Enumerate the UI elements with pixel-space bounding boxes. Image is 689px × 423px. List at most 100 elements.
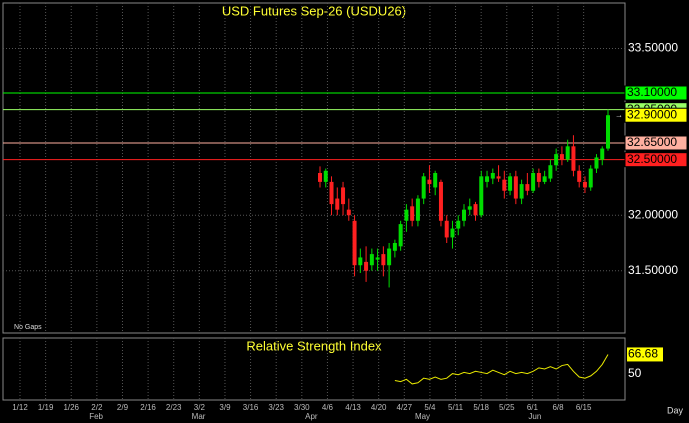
- x-tick-label: 1/12: [12, 403, 28, 412]
- candle-body: [410, 206, 415, 221]
- x-tick-label: 2/16: [140, 403, 156, 412]
- candle-body: [427, 179, 432, 185]
- candle-body: [559, 154, 564, 160]
- candle-body: [571, 146, 576, 171]
- rsi-line: [394, 354, 609, 385]
- candle-body: [600, 148, 605, 160]
- candle-body: [513, 176, 518, 199]
- candle-body: [346, 209, 351, 216]
- candle-body: [398, 224, 403, 247]
- level-label: 32.65000: [627, 135, 677, 149]
- x-tick-label: 1/26: [63, 403, 79, 412]
- candle-body: [404, 209, 409, 221]
- candle-body: [479, 176, 484, 216]
- rsi-panel: [2, 337, 626, 401]
- y-tick-label: 32.00000: [628, 207, 678, 221]
- x-tick-label: 2/2: [91, 403, 103, 412]
- candle-body: [444, 220, 449, 238]
- gap-note: No Gaps: [14, 324, 42, 331]
- candle-body: [381, 254, 386, 266]
- candle-body: [531, 173, 536, 191]
- x-tick-label: 3/23: [268, 403, 284, 412]
- candle-body: [485, 176, 490, 182]
- x-tick-label: 3/30: [294, 403, 310, 412]
- candle-body: [456, 220, 461, 229]
- month-label: Jun: [528, 412, 541, 421]
- candle-body: [508, 176, 513, 191]
- rsi-title: Relative Strength Index: [246, 338, 382, 353]
- x-tick-label: 4/6: [322, 403, 334, 412]
- candle-body: [450, 228, 455, 238]
- candle-body: [519, 184, 524, 199]
- candle-body: [352, 220, 357, 266]
- candle-body: [577, 170, 582, 182]
- candle-body: [462, 209, 466, 221]
- price-panel: [2, 2, 626, 334]
- candle-body: [335, 198, 340, 210]
- candle-body: [536, 173, 541, 182]
- rsi-tick-label: 50: [628, 366, 642, 380]
- candle-body: [525, 184, 530, 191]
- candle-body: [415, 198, 420, 221]
- candle-body: [542, 176, 547, 182]
- x-tick-label: 5/25: [499, 403, 515, 412]
- candle-body: [473, 204, 478, 216]
- candle-body: [502, 179, 507, 191]
- x-tick-label: 2/23: [166, 403, 182, 412]
- candle-body: [490, 173, 495, 179]
- candle-body: [358, 257, 363, 266]
- level-label: 33.10000: [627, 85, 677, 99]
- x-tick-label: 5/4: [424, 403, 436, 412]
- candle-body: [421, 176, 426, 199]
- y-tick-label: 33.50000: [628, 41, 678, 55]
- x-tick-label: 6/1: [527, 403, 539, 412]
- candle-body: [606, 115, 610, 149]
- level-label: 32.50000: [627, 152, 677, 166]
- month-label: Apr: [305, 412, 318, 421]
- last-arrow: →: [615, 110, 623, 119]
- level-box: [624, 85, 688, 101]
- x-tick-label: 3/2: [194, 403, 206, 412]
- x-tick-label: 4/20: [371, 403, 387, 412]
- x-tick-label: 2/9: [117, 403, 129, 412]
- candle-body: [392, 243, 397, 251]
- candle-body: [387, 248, 392, 266]
- candle-body: [588, 168, 593, 188]
- y-tick-label: 31.50000: [628, 263, 678, 277]
- x-tick-label: 3/16: [243, 403, 259, 412]
- level-box: [624, 152, 688, 168]
- candle-body: [548, 165, 553, 179]
- x-tick-label: 4/27: [397, 403, 413, 412]
- month-label: Feb: [89, 412, 103, 421]
- candle-body: [582, 181, 587, 188]
- candle-body: [369, 254, 374, 266]
- last-price-label: 32.90000: [627, 107, 677, 121]
- chart-title: USD Futures Sep-26 (USDU26): [222, 3, 406, 18]
- x-tick-label: 4/13: [345, 403, 361, 412]
- x-tick-label: 5/18: [473, 403, 489, 412]
- candle-body: [364, 261, 369, 271]
- x-tick-label: 5/11: [448, 403, 464, 412]
- x-unit: Day: [667, 405, 684, 415]
- level-box: [624, 135, 688, 151]
- candle-body: [565, 146, 570, 160]
- candle-body: [594, 157, 599, 169]
- candle-body: [375, 257, 380, 260]
- candle-body: [438, 181, 443, 221]
- x-tick-label: 6/15: [576, 403, 592, 412]
- x-tick-label: 6/8: [552, 403, 564, 412]
- candle-body: [496, 176, 501, 179]
- rsi-last-box: [627, 347, 663, 362]
- candle-body: [467, 206, 472, 210]
- candle-body: [341, 187, 346, 205]
- x-tick-label: 3/9: [219, 403, 231, 412]
- candle-body: [554, 154, 559, 166]
- rsi-last-label: 66.68: [628, 347, 658, 361]
- month-label: May: [415, 412, 430, 421]
- candle-body: [329, 181, 334, 205]
- candle-body: [318, 173, 322, 182]
- x-tick-label: 1/19: [38, 403, 54, 412]
- last-price-box: [624, 107, 688, 123]
- month-label: Mar: [192, 412, 206, 421]
